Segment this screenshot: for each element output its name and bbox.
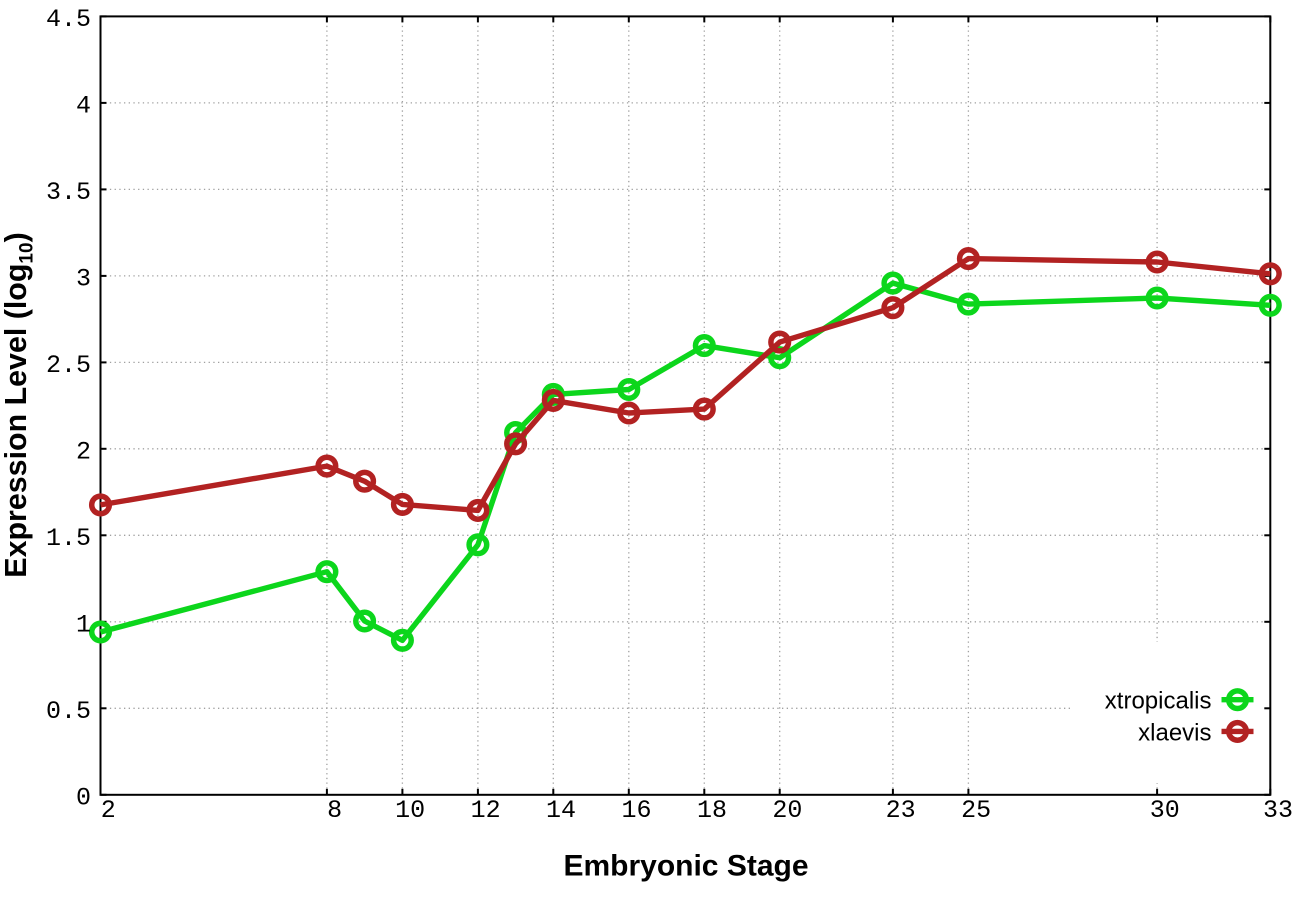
svg-text:23: 23	[886, 796, 916, 825]
svg-text:2.5: 2.5	[46, 351, 91, 380]
svg-text:1.5: 1.5	[46, 524, 91, 553]
svg-text:20: 20	[772, 796, 802, 825]
svg-text:25: 25	[961, 796, 991, 825]
svg-text:0: 0	[76, 783, 91, 812]
svg-text:0.5: 0.5	[46, 697, 91, 726]
svg-text:3.5: 3.5	[46, 178, 91, 207]
svg-text:Embryonic Stage: Embryonic Stage	[563, 850, 808, 883]
svg-text:18: 18	[697, 796, 727, 825]
svg-text:8: 8	[327, 796, 342, 825]
svg-text:2: 2	[101, 796, 116, 825]
svg-text:30: 30	[1150, 796, 1180, 825]
svg-text:12: 12	[471, 796, 501, 825]
svg-text:2: 2	[76, 437, 91, 466]
svg-text:10: 10	[395, 796, 425, 825]
svg-text:16: 16	[621, 796, 651, 825]
svg-text:4.5: 4.5	[46, 5, 91, 34]
svg-text:3: 3	[76, 265, 91, 294]
svg-text:33: 33	[1263, 796, 1293, 825]
svg-text:xlaevis: xlaevis	[1138, 719, 1211, 746]
svg-text:xtropicalis: xtropicalis	[1105, 688, 1212, 715]
svg-text:Expression Level (log10): Expression Level (log10)	[0, 232, 37, 577]
svg-text:1: 1	[76, 610, 91, 639]
svg-text:4: 4	[76, 92, 91, 121]
svg-text:14: 14	[546, 796, 576, 825]
